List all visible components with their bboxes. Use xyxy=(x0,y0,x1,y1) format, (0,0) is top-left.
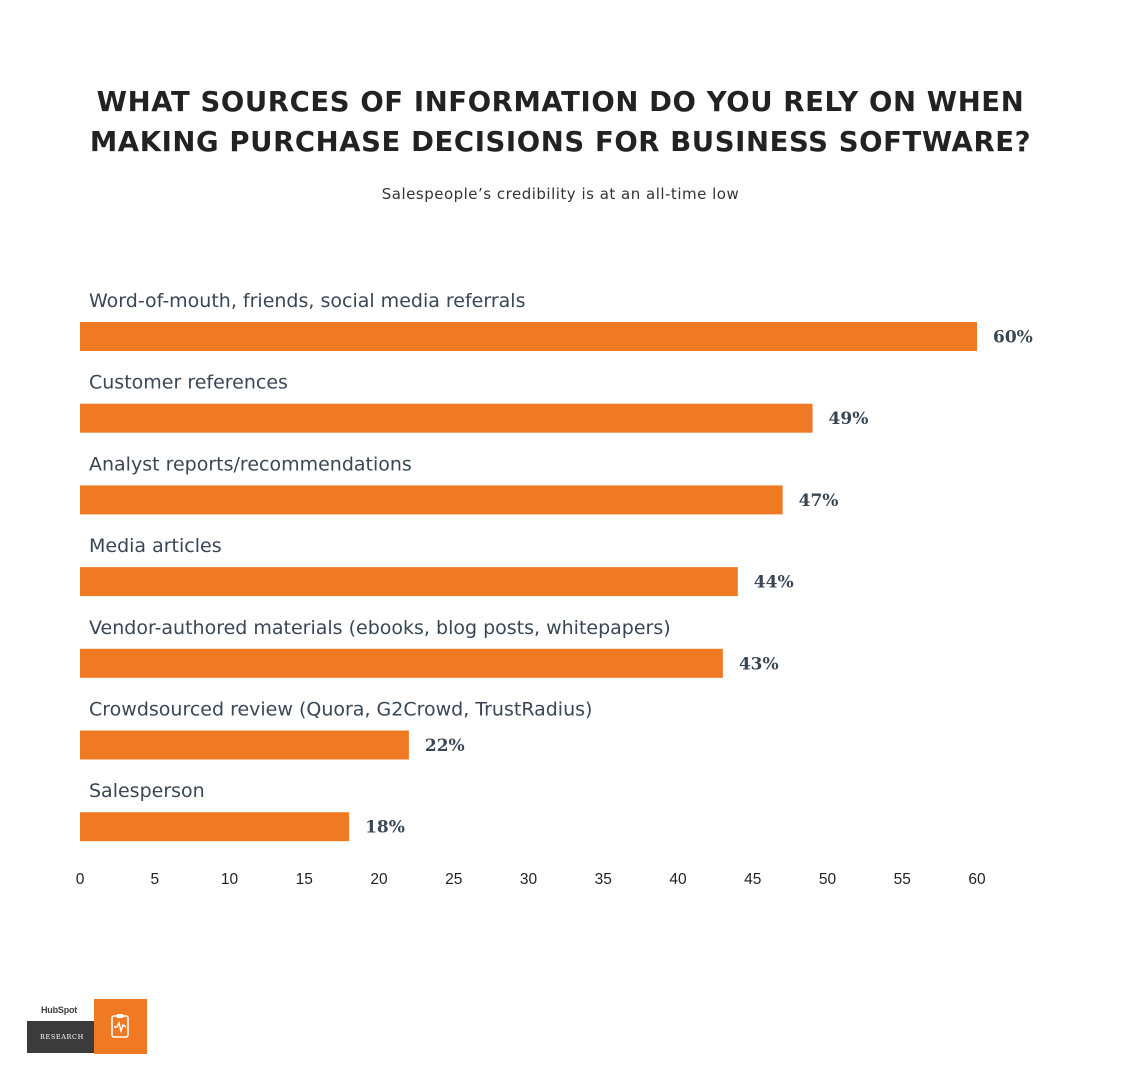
category-label: Analyst reports/recommendations xyxy=(89,453,412,475)
category-label: Customer references xyxy=(89,372,288,394)
x-tick-label: 20 xyxy=(370,871,388,888)
logo-brand-area: HubSpot xyxy=(27,999,95,1021)
value-label: 60% xyxy=(993,328,1033,348)
category-label: Salesperson xyxy=(89,780,205,802)
logo-caption-area: RESEARCH xyxy=(27,1021,94,1053)
category-label: Media articles xyxy=(89,535,222,557)
clipboard-pulse-icon xyxy=(111,1014,129,1038)
x-tick-label: 60 xyxy=(968,871,986,888)
hubspot-research-logo: HubSpot RESEARCH xyxy=(27,999,147,1054)
x-tick-label: 5 xyxy=(150,871,159,888)
bar xyxy=(80,567,738,597)
value-label: 49% xyxy=(829,409,869,429)
value-label: 18% xyxy=(365,818,405,838)
logo-wordmark: HubSpot xyxy=(41,1005,78,1015)
logo-research-label: RESEARCH xyxy=(40,1033,84,1041)
x-tick-label: 50 xyxy=(819,871,837,888)
x-tick-label: 15 xyxy=(296,871,313,888)
logo-icon-area xyxy=(94,999,147,1054)
x-tick-label: 25 xyxy=(445,871,462,888)
value-label: 44% xyxy=(754,573,794,593)
bar xyxy=(80,648,723,678)
value-label: 47% xyxy=(799,491,839,511)
bar xyxy=(80,403,813,433)
bar-chart: Word-of-mouth, friends, social media ref… xyxy=(76,290,1033,888)
chart-title: WHAT SOURCES OF INFORMATION DO YOU RELY … xyxy=(89,86,1032,158)
x-tick-label: 30 xyxy=(520,871,538,888)
x-tick-label: 55 xyxy=(894,871,911,888)
bar xyxy=(80,322,977,351)
x-tick-label: 40 xyxy=(669,871,687,888)
bar xyxy=(80,730,409,760)
category-label: Vendor-authored materials (ebooks, blog … xyxy=(89,617,671,639)
x-tick-label: 45 xyxy=(744,871,761,888)
chart-subtitle: Salespeople’s credibility is at an all-t… xyxy=(381,185,740,203)
value-label: 22% xyxy=(425,736,465,756)
bar xyxy=(80,485,783,515)
bar xyxy=(80,812,350,842)
x-tick-label: 10 xyxy=(221,871,239,888)
category-label: Word-of-mouth, friends, social media ref… xyxy=(89,290,525,312)
x-tick-label: 35 xyxy=(595,871,612,888)
category-label: Crowdsourced review (Quora, G2Crowd, Tru… xyxy=(89,699,592,721)
x-tick-label: 0 xyxy=(76,871,85,888)
value-label: 43% xyxy=(739,654,779,674)
